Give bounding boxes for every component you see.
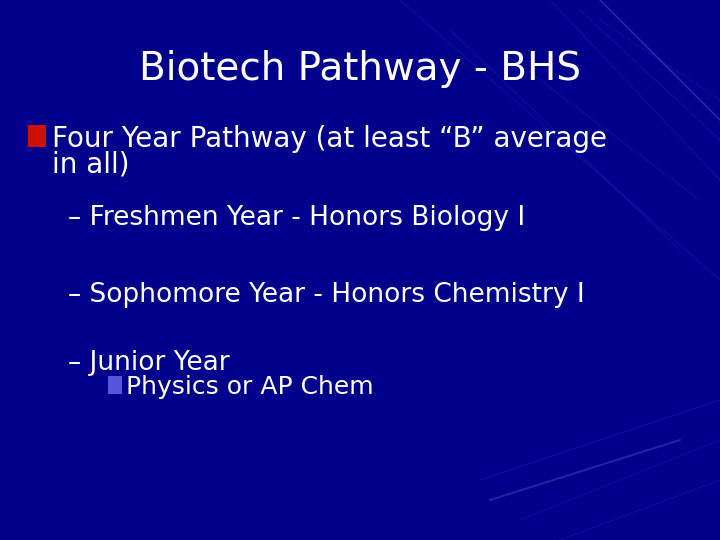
Text: in all): in all)	[52, 150, 130, 178]
Text: – Sophomore Year - Honors Chemistry I: – Sophomore Year - Honors Chemistry I	[68, 282, 585, 308]
Text: – Junior Year: – Junior Year	[68, 350, 230, 376]
FancyBboxPatch shape	[28, 125, 46, 147]
FancyBboxPatch shape	[108, 376, 122, 394]
Text: Biotech Pathway - BHS: Biotech Pathway - BHS	[139, 50, 581, 88]
Text: Physics or AP Chem: Physics or AP Chem	[126, 375, 374, 399]
Text: Four Year Pathway (at least “B” average: Four Year Pathway (at least “B” average	[52, 125, 607, 153]
Text: – Freshmen Year - Honors Biology I: – Freshmen Year - Honors Biology I	[68, 205, 526, 231]
